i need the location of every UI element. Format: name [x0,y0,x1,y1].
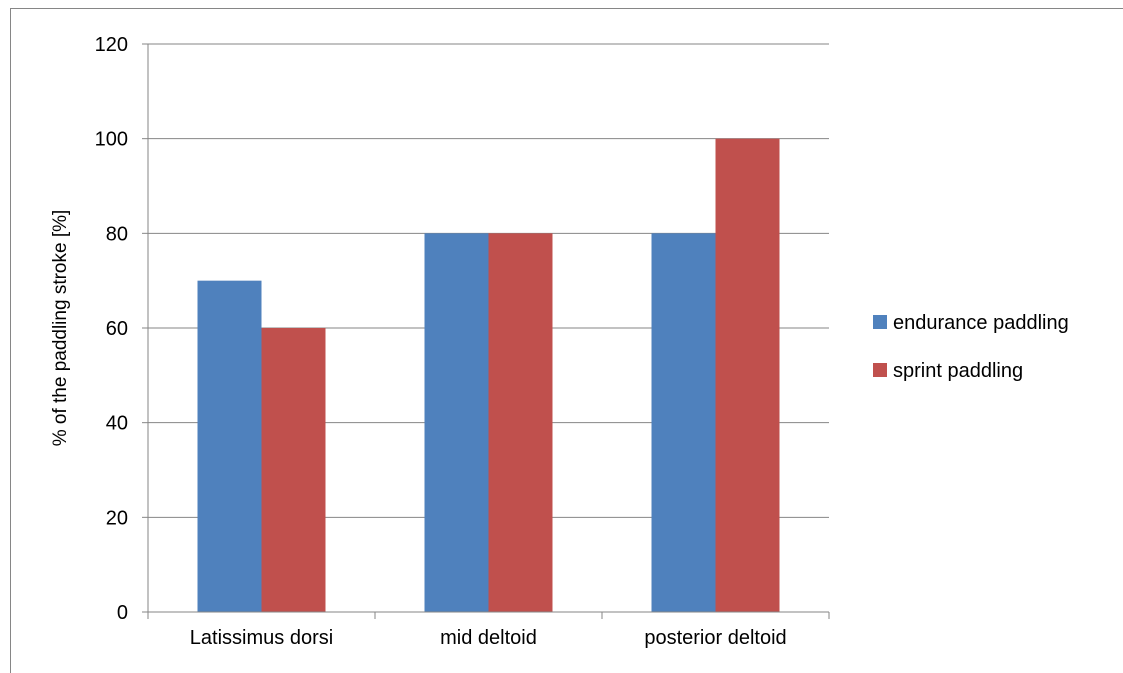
x-tick-label: Latissimus dorsi [190,627,333,649]
legend-label: sprint paddling [893,360,1023,382]
y-tick-label: 120 [95,34,128,56]
y-axis-label: % of the paddling stroke [%] [50,210,71,447]
y-tick-label: 80 [106,223,128,245]
y-tick-label: 60 [106,318,128,340]
axes [142,43,830,619]
bar-sprint-paddling-3 [715,138,780,612]
legend: endurance paddling sprint paddling [873,312,1069,382]
bar-endurance-paddling-3 [651,233,716,613]
legend-label: endurance paddling [893,312,1069,334]
y-tick-label: 0 [117,602,128,624]
bar-endurance-paddling-2 [424,233,489,613]
x-tick-label: mid deltoid [440,627,537,649]
x-tick-labels: Latissimus dorsi mid deltoid posterior del… [190,627,787,649]
chart-frame [10,8,1123,673]
bar-sprint-paddling-1 [261,328,326,612]
y-tick-labels: 0 20 40 60 80 100 120 [95,34,128,624]
y-tick-label: 40 [106,413,128,435]
x-tick-label: posterior deltoid [644,627,786,649]
legend-swatch-sprint-paddling [873,363,887,377]
bar-endurance-paddling-1 [197,280,262,612]
legend-swatch-endurance-paddling [873,315,887,329]
y-tick-label: 20 [106,507,128,529]
bars [197,138,780,613]
y-tick-label: 100 [95,129,128,151]
bar-sprint-paddling-2 [488,233,553,613]
